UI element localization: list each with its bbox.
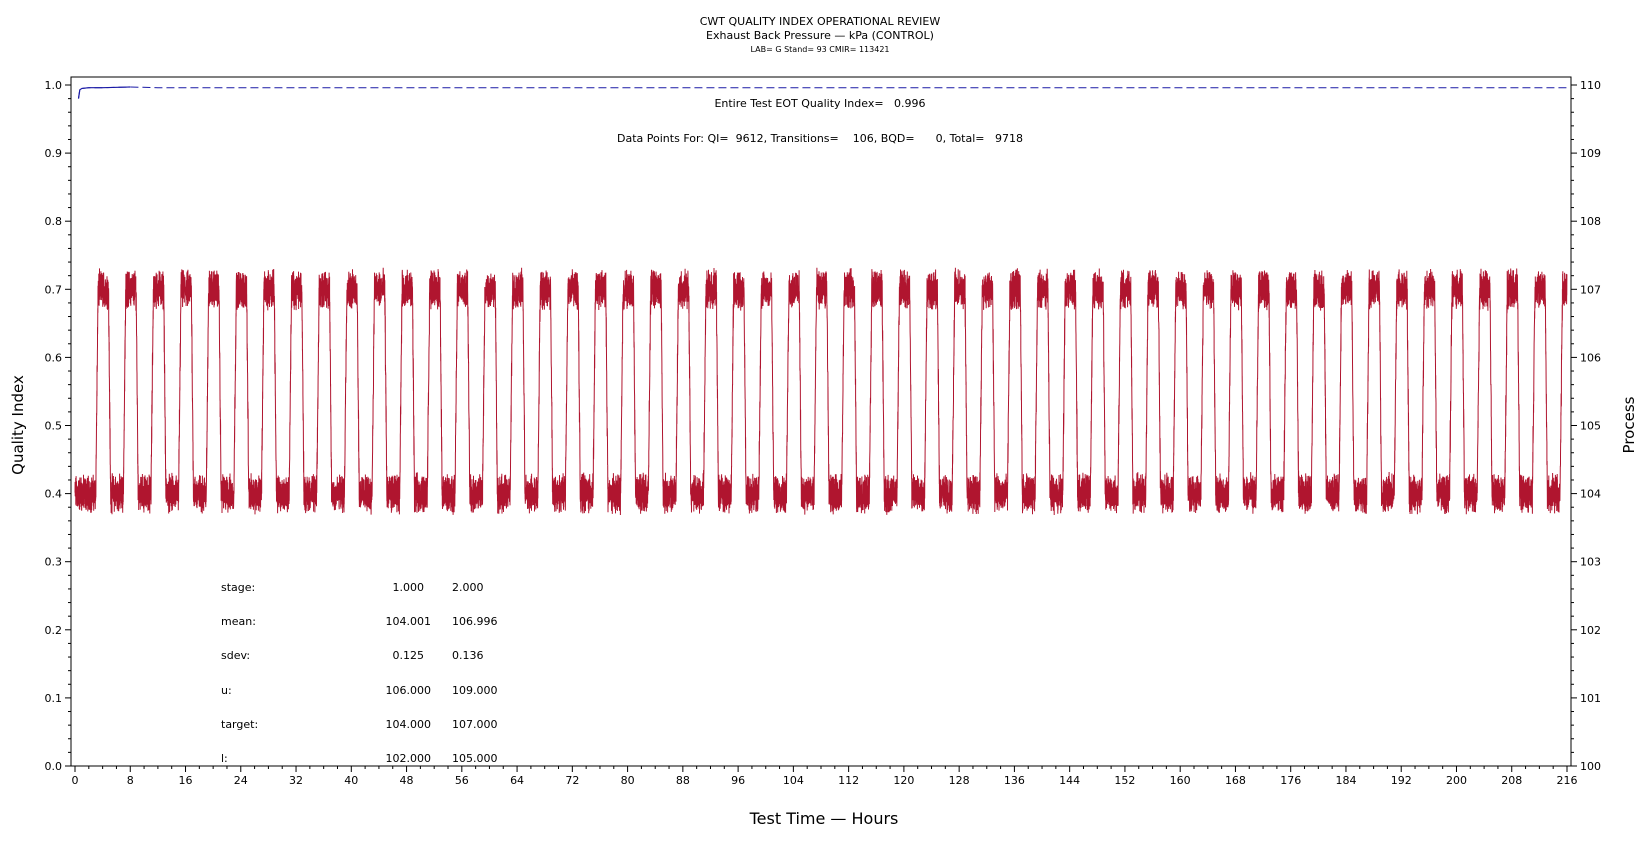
x-tick-label: 192 [1391, 774, 1412, 787]
y2-tick-label: 101 [1580, 692, 1601, 705]
x-tick-label: 136 [1004, 774, 1025, 787]
stats-label-l: l: [221, 752, 228, 765]
x-tick-label: 208 [1501, 774, 1522, 787]
quality-index-series [77, 86, 1567, 99]
x-tick-label: 216 [1557, 774, 1578, 787]
stats-l-1: 102.000 [386, 752, 432, 765]
y-tick-label: 0.6 [45, 351, 63, 364]
stats-label-stage: stage: [221, 581, 255, 594]
x-axis-label: Test Time — Hours [749, 809, 899, 828]
y2-tick-label: 102 [1580, 624, 1601, 637]
x-tick-label: 0 [72, 774, 79, 787]
stats-label-target: target: [221, 718, 258, 731]
x-tick-label: 48 [400, 774, 414, 787]
stats-label-sdev: sdev: [221, 649, 250, 662]
x-tick-label: 16 [179, 774, 193, 787]
x-tick-label: 24 [234, 774, 248, 787]
x-tick-label: 160 [1170, 774, 1191, 787]
y-tick-label: 0.0 [45, 760, 63, 773]
quality-index-start [77, 86, 131, 99]
y2-tick-label: 105 [1580, 420, 1601, 433]
y-tick-label: 1.0 [45, 79, 63, 92]
y2-axis-label: Process [1620, 396, 1638, 453]
x-tick-label: 112 [838, 774, 859, 787]
y-axis-label: Quality Index [9, 375, 27, 475]
y2-tick-label: 110 [1580, 79, 1601, 92]
x-tick-label: 128 [949, 774, 970, 787]
y-tick-label: 0.2 [45, 624, 63, 637]
plot-frame [70, 76, 1572, 767]
stats-sdev-1: 0.125 [393, 649, 425, 662]
x-tick-label: 104 [783, 774, 804, 787]
process-series [74, 267, 1568, 516]
axes: 0 8 16 24 32 40 48 56 64 72 80 88 96 104 112 120 128 136 1… [45, 79, 1602, 787]
y-tick-label: 0.7 [45, 283, 63, 296]
stats-mean-2: 106.996 [452, 615, 498, 628]
chart-subtitle: Exhaust Back Pressure — kPa (CONTROL) [706, 29, 934, 42]
x-tick-label: 120 [893, 774, 914, 787]
x-tick-label: 88 [676, 774, 690, 787]
x-tick-label: 32 [289, 774, 303, 787]
stats-target-1: 104.000 [386, 718, 432, 731]
stats-u-1: 106.000 [386, 684, 432, 697]
stats-u-2: 109.000 [452, 684, 498, 697]
y-tick-label: 0.9 [45, 147, 63, 160]
stats-table: stage: 1.000 2.000 mean: 104.001 106.996… [221, 581, 498, 765]
stats-sdev-2: 0.136 [452, 649, 484, 662]
x-tick-label: 96 [731, 774, 745, 787]
y-tick-label: 0.1 [45, 692, 63, 705]
y-tick-label: 0.8 [45, 215, 63, 228]
x-tick-label: 184 [1335, 774, 1356, 787]
x-tick-label: 200 [1446, 774, 1467, 787]
y2-tick-label: 104 [1580, 488, 1601, 501]
y-tick-label: 0.3 [45, 556, 63, 569]
y2-tick-label: 107 [1580, 283, 1601, 296]
x-tick-label: 72 [565, 774, 579, 787]
stats-label-u: u: [221, 684, 232, 697]
y2-tick-label: 108 [1580, 215, 1601, 228]
x-tick-label: 152 [1114, 774, 1135, 787]
x-tick-label: 8 [127, 774, 134, 787]
x-tick-label: 40 [344, 774, 358, 787]
chart-title: CWT QUALITY INDEX OPERATIONAL REVIEW [700, 15, 941, 28]
stats-l-2: 105.000 [452, 752, 498, 765]
y2-tick-label: 100 [1580, 760, 1601, 773]
y2-tick-label: 106 [1580, 351, 1601, 364]
y-tick-label: 0.4 [45, 488, 63, 501]
stats-mean-1: 104.001 [386, 615, 432, 628]
x-tick-label: 80 [621, 774, 635, 787]
data-points-annotation: Data Points For: QI= 9612, Transitions= … [617, 132, 1023, 145]
stats-stage-2: 2.000 [452, 581, 484, 594]
y2-tick-label: 103 [1580, 556, 1601, 569]
chart-lab-info: LAB= G Stand= 93 CMIR= 113421 [750, 45, 889, 54]
x-tick-label: 144 [1059, 774, 1080, 787]
x-tick-label: 64 [510, 774, 524, 787]
quality-index-annotation: Entire Test EOT Quality Index= 0.996 [714, 97, 925, 110]
x-tick-label: 168 [1225, 774, 1246, 787]
y2-tick-label: 109 [1580, 147, 1601, 160]
x-tick-label: 56 [455, 774, 469, 787]
stats-target-2: 107.000 [452, 718, 498, 731]
process-line [74, 267, 1568, 516]
stats-label-mean: mean: [221, 615, 256, 628]
x-tick-label: 176 [1280, 774, 1301, 787]
y-tick-label: 0.5 [45, 420, 63, 433]
stats-stage-1: 1.000 [393, 581, 425, 594]
